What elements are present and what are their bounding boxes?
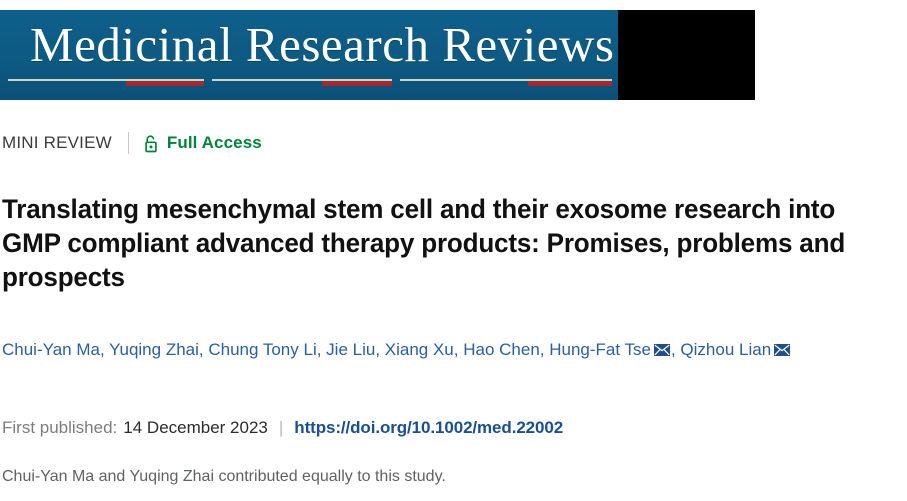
- author-link[interactable]: Yuqing Zhai: [109, 340, 199, 359]
- banner-rule-light: [400, 79, 612, 81]
- equal-contribution-footnote: Chui-Yan Ma and Yuqing Zhai contributed …: [2, 468, 446, 485]
- author-link[interactable]: Hao Chen: [463, 340, 540, 359]
- envelope-icon[interactable]: [774, 337, 791, 356]
- author-separator: ,: [453, 340, 464, 359]
- meta-divider: [127, 132, 129, 154]
- publication-date: 14 December 2023: [123, 418, 268, 437]
- author-separator: ,: [375, 340, 385, 359]
- author-link[interactable]: Hung-Fat Tse: [549, 340, 651, 359]
- author-link[interactable]: Jie Liu: [326, 340, 376, 359]
- author-link[interactable]: Chung Tony Li: [208, 340, 317, 359]
- banner-teal-panel: Medicinal Research Reviews: [0, 10, 618, 100]
- author-separator: ,: [670, 340, 681, 359]
- banner-rule-red: [528, 81, 612, 86]
- author-separator: ,: [539, 340, 550, 359]
- article-type-label: MINI REVIEW: [2, 133, 112, 152]
- envelope-icon[interactable]: [653, 337, 670, 356]
- banner-rule-light: [8, 79, 204, 81]
- journal-title: Medicinal Research Reviews: [30, 17, 615, 72]
- author-link[interactable]: Chui-Yan Ma: [2, 340, 100, 359]
- author-list: Chui-Yan Ma, Yuqing Zhai, Chung Tony Li,…: [2, 336, 882, 363]
- banner-rule-1: [8, 78, 204, 86]
- banner-rule-red: [322, 81, 392, 86]
- first-published-label: First published:: [2, 418, 118, 437]
- page-title: Translating mesenchymal stem cell and th…: [2, 194, 846, 293]
- article-meta-row: MINI REVIEW Full Access: [2, 131, 262, 155]
- author-separator: ,: [198, 340, 209, 359]
- author-link[interactable]: Xiang Xu: [384, 340, 454, 359]
- publication-info: First published: 14 December 2023 | http…: [2, 418, 563, 438]
- publication-separator: |: [278, 418, 284, 437]
- banner-rule-3: [400, 78, 612, 86]
- doi-link[interactable]: https://doi.org/10.1002/med.22002: [294, 418, 564, 437]
- banner-rule-light: [212, 79, 392, 81]
- banner-rule-2: [212, 78, 392, 86]
- journal-masthead-banner: Medicinal Research Reviews: [0, 10, 755, 100]
- author-separator: ,: [316, 340, 327, 359]
- author-link[interactable]: Qizhou Lian: [680, 340, 772, 359]
- access-badge[interactable]: Full Access: [143, 133, 262, 153]
- author-separator: ,: [99, 340, 110, 359]
- banner-rule-red: [126, 81, 204, 86]
- access-label: Full Access: [166, 133, 262, 152]
- open-padlock-icon: [143, 134, 159, 153]
